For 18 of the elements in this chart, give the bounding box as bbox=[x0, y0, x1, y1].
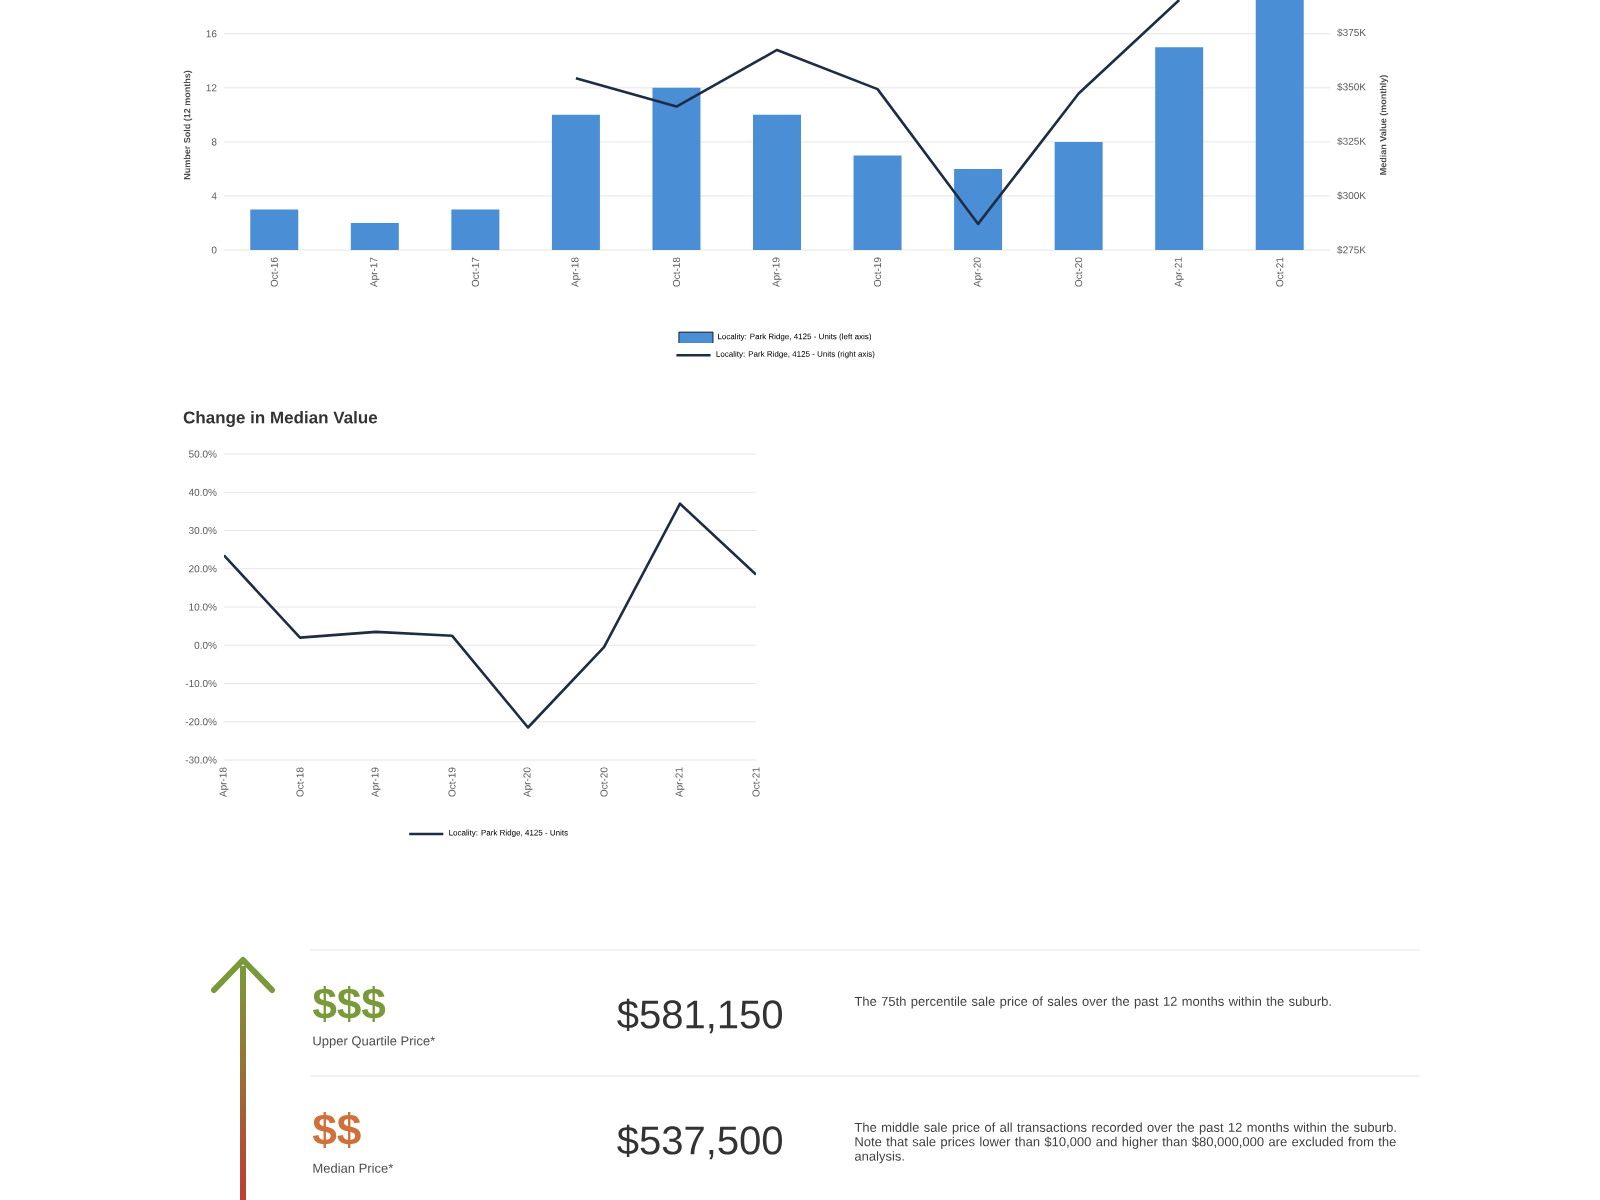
chart-title: Change in Median Value bbox=[183, 411, 378, 427]
text: $$$ bbox=[312, 986, 386, 1022]
text: $537,500 bbox=[617, 1124, 782, 1160]
text: $$ bbox=[312, 1112, 361, 1148]
bar bbox=[853, 155, 902, 250]
bar bbox=[551, 114, 600, 250]
bar bbox=[350, 222, 399, 250]
bar bbox=[451, 209, 500, 250]
bar bbox=[1155, 47, 1204, 250]
text: $581,150 bbox=[617, 998, 782, 1034]
line-series bbox=[574, 0, 1181, 226]
bar bbox=[753, 114, 802, 250]
bar bbox=[250, 209, 299, 250]
bar bbox=[1054, 141, 1103, 250]
bar bbox=[652, 87, 701, 250]
bar bbox=[1255, 0, 1304, 250]
line-series bbox=[224, 502, 756, 729]
bar bbox=[954, 168, 1003, 250]
